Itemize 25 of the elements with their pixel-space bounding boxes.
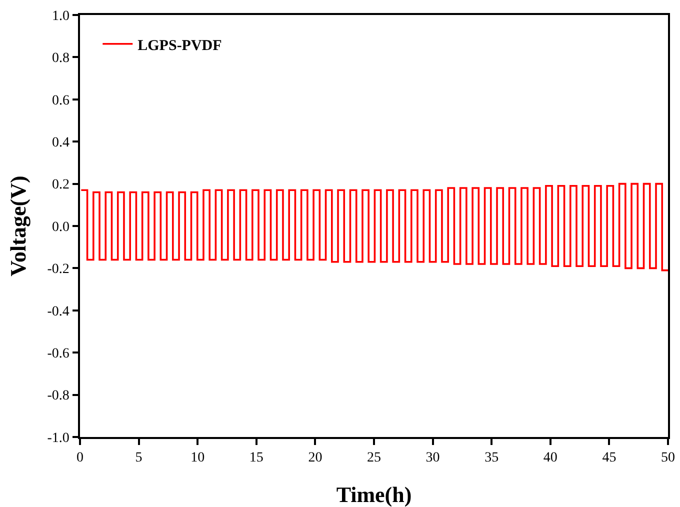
- y-tick-label: -0.8: [47, 388, 70, 404]
- y-tick-label: -0.6: [47, 346, 70, 362]
- y-tick-label: -1.0: [47, 430, 70, 446]
- x-tick-label: 50: [661, 450, 675, 466]
- y-tick-label: 0.4: [52, 136, 70, 150]
- x-tick-label: 40: [543, 450, 558, 466]
- x-tick-label: 30: [426, 450, 440, 466]
- x-tick-label: 15: [249, 450, 264, 466]
- x-tick-label: 45: [602, 450, 616, 466]
- x-tick-label: 10: [190, 450, 205, 466]
- legend-label: LGPS-PVDF: [138, 38, 222, 54]
- y-axis-title: Voltage(V): [6, 176, 30, 276]
- y-tick-label: 0.0: [52, 220, 70, 235]
- x-tick-label: 0: [76, 450, 84, 466]
- x-tick-label: 20: [308, 450, 322, 466]
- x-tick-label: 25: [367, 450, 381, 466]
- y-tick-label: 0.8: [52, 51, 70, 66]
- y-tick-label: 1.0: [52, 8, 70, 24]
- y-tick-label: -0.2: [47, 262, 70, 278]
- x-axis-title: Time(h): [336, 482, 412, 507]
- x-tick-label: 35: [484, 450, 499, 466]
- y-tick-label: 0.6: [52, 93, 70, 108]
- y-tick-label: 0.2: [52, 178, 70, 193]
- y-tick-label: -0.4: [47, 304, 70, 320]
- x-tick-label: 5: [135, 450, 142, 466]
